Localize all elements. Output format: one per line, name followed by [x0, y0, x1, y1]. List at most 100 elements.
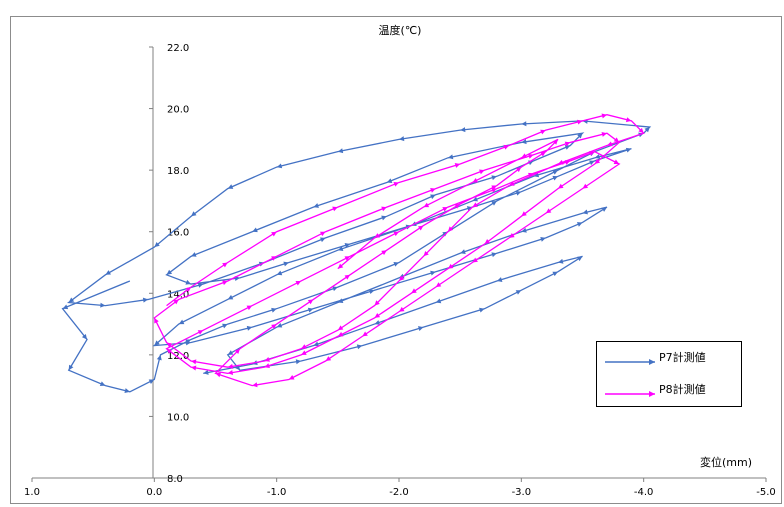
series-point [295, 281, 302, 286]
legend-item-p7: P7計測値 [605, 350, 706, 365]
series-point [337, 246, 344, 251]
series-point [271, 231, 277, 237]
series-point [234, 364, 240, 371]
series-point [521, 211, 527, 217]
y-tick-label: 18.0 [167, 166, 189, 177]
series-point [644, 127, 650, 133]
series-point [227, 294, 234, 300]
series-point [558, 183, 564, 189]
x-tick-label: -1.0 [267, 487, 287, 498]
series-point [393, 262, 399, 267]
y-tick-label: 16.0 [167, 228, 189, 239]
series-point [442, 207, 448, 212]
series-point [454, 204, 461, 209]
series-point [447, 263, 454, 269]
series-point [154, 340, 160, 346]
x-axis-title: 変位(mm) [700, 455, 752, 469]
series-point [325, 356, 332, 361]
series-point [601, 207, 607, 212]
series-layer [61, 113, 652, 394]
series-point [313, 203, 319, 208]
series-point [288, 375, 295, 380]
series-point [540, 151, 546, 157]
series-point [491, 188, 497, 193]
series-point [264, 363, 270, 368]
series-point [454, 163, 461, 168]
series-point [222, 280, 228, 286]
series-point [447, 154, 454, 160]
series-point [178, 319, 185, 325]
series-point [589, 151, 595, 156]
series-point [307, 299, 314, 305]
series-point [430, 188, 436, 193]
series-point [576, 256, 583, 262]
series-point [148, 379, 155, 384]
series-point [613, 137, 620, 143]
series-point [191, 211, 197, 217]
series-point [435, 298, 442, 304]
series-point [374, 313, 381, 318]
legend-item-p8: P8計測値 [605, 382, 706, 397]
series-point [166, 269, 173, 275]
series-point [558, 258, 564, 264]
x-tick-label: -5.0 [756, 487, 776, 498]
series-point [638, 127, 644, 134]
series-point [564, 160, 571, 165]
series-point [411, 288, 417, 294]
series-point [545, 208, 552, 214]
series-point [521, 121, 527, 127]
series-point [399, 306, 405, 312]
series-point [589, 160, 595, 166]
series-point [301, 350, 307, 355]
series-point [313, 341, 319, 347]
series-point [582, 209, 588, 215]
series-point [496, 277, 503, 282]
series-point [283, 261, 289, 267]
series-point [344, 274, 351, 280]
legend-label-p7: P7計測値 [659, 351, 706, 364]
series-point [521, 227, 527, 233]
series-point [301, 344, 307, 349]
series-point [307, 307, 314, 313]
x-tick-label: -4.0 [634, 487, 654, 498]
series-point [271, 256, 277, 261]
series-point [252, 382, 258, 388]
series-point [625, 147, 632, 153]
series-point [540, 237, 546, 242]
series-point [521, 153, 527, 158]
series-point [509, 181, 515, 186]
y-tick-label: 10.0 [167, 412, 189, 423]
series-point [99, 381, 106, 386]
series-point [399, 136, 405, 142]
series-point [607, 141, 613, 147]
series-point [577, 133, 583, 139]
x-tick-label: 1.0 [24, 487, 40, 498]
series-point [227, 363, 234, 369]
series-point [142, 297, 149, 303]
y-tick-label: 14.0 [167, 289, 189, 300]
series-point [625, 117, 632, 123]
series-point [227, 350, 234, 355]
series-point [222, 323, 228, 329]
series-point [552, 271, 558, 277]
series-point [356, 344, 363, 350]
series-point [576, 222, 583, 227]
series-point [332, 286, 338, 292]
series-1 [61, 118, 652, 394]
series-point [320, 231, 326, 237]
series-point [381, 250, 387, 256]
y-tick-label: 20.0 [167, 105, 189, 116]
series-point [222, 262, 228, 268]
series-point [271, 324, 277, 329]
legend-label-p8: P8計測値 [659, 383, 706, 396]
series-point [173, 299, 179, 305]
series-point [81, 334, 87, 340]
series-point [540, 129, 546, 135]
series-point [62, 304, 69, 310]
series-point [423, 202, 430, 208]
series-point [613, 159, 620, 164]
series-point [484, 238, 491, 244]
series-point [430, 194, 436, 200]
series-point [552, 139, 558, 145]
y-axis-title: 温度(℃) [379, 23, 422, 37]
